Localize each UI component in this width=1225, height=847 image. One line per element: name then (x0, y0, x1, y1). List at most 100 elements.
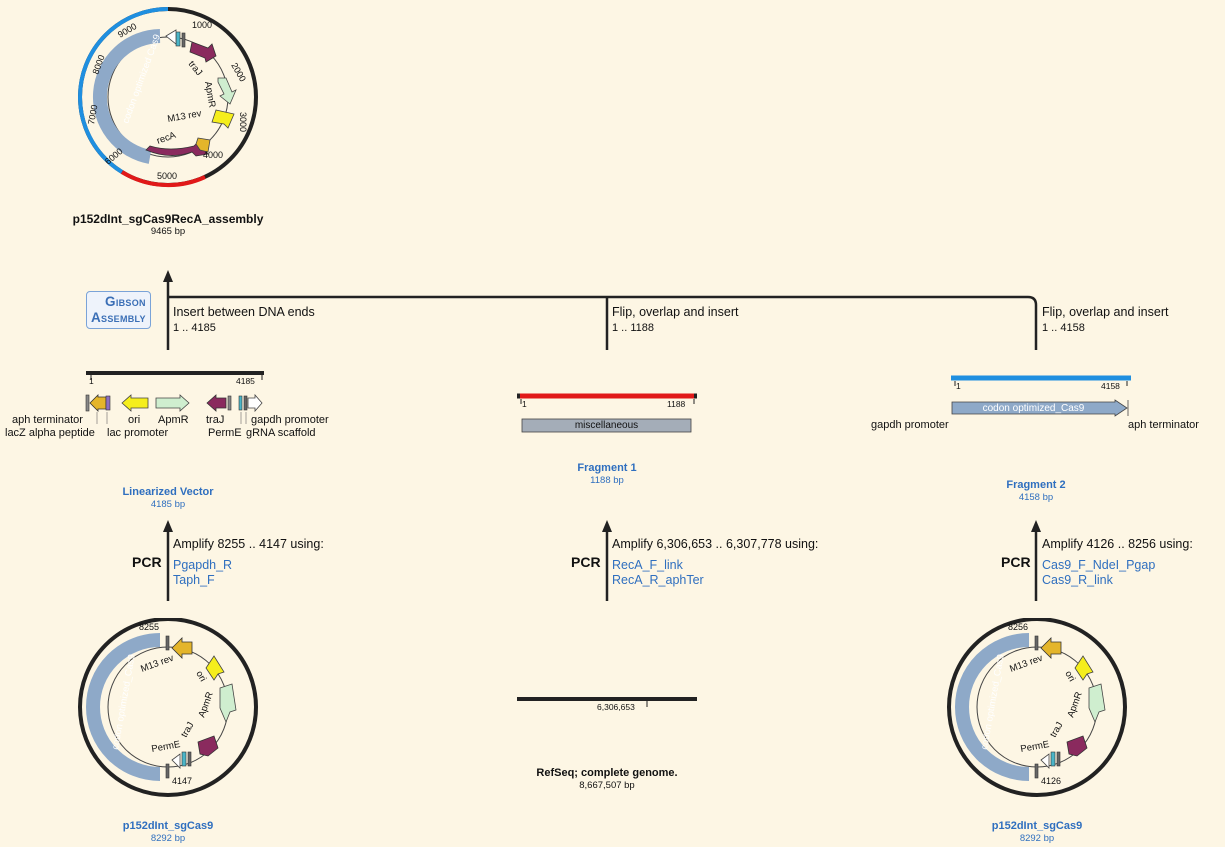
pcr-left-title: Amplify 8255 .. 4147 using: (173, 537, 324, 551)
fragment2-left-label: gapdh promoter (871, 419, 949, 431)
left-mark-top: 8255 (139, 622, 160, 632)
fragment2-name: Fragment 2 (1006, 479, 1066, 491)
right-traj-feature (1066, 735, 1088, 757)
primer-taph-f[interactable]: Taph_F (173, 573, 215, 587)
primer-cas9-f-ndei-pgap[interactable]: Cas9_F_NdeI_Pgap (1042, 558, 1156, 572)
fragment2-feature-label: codon optimized_Cas9 (982, 403, 1085, 414)
assembly-plasmid-map: 1000 2000 3000 4000 5000 6000 7000 8000 … (78, 7, 258, 188)
left-traj-feature (197, 735, 219, 757)
svg-text:traJ: traJ (179, 720, 197, 739)
svg-text:4000: 4000 (203, 150, 223, 160)
label-traj: traJ (206, 414, 225, 426)
grna-feature-2 (243, 395, 248, 411)
left-small-feature-2 (187, 751, 192, 767)
flip1-step-range: 1 .. 1188 (612, 322, 654, 334)
primer-reca-r-aphter[interactable]: RecA_R_aphTer (612, 573, 704, 587)
primer-pgapdh-r[interactable]: Pgapdh_R (173, 558, 233, 572)
svg-text:PermE: PermE (1020, 739, 1051, 755)
fragment2-start: 1 (956, 381, 961, 391)
pcr-label-mid: PCR (571, 554, 601, 570)
svg-text:ori: ori (193, 669, 208, 684)
label-grna: gRNA scaffold (246, 427, 316, 439)
primer-reca-f-link[interactable]: RecA_F_link (612, 558, 683, 572)
gapdh-feature (247, 393, 263, 413)
assembly-cas9-feature (92, 29, 161, 164)
linearized-size: 4185 bp (150, 499, 186, 510)
assembly-small-feature-2 (181, 32, 186, 48)
label-lac-promoter: lac promoter (107, 427, 169, 439)
assembly-traj-feature (189, 41, 217, 63)
right-gold-feature (1040, 637, 1062, 659)
aph-terminator-feature (85, 394, 90, 412)
linearized-name: Linearized Vector (122, 486, 214, 498)
flip2-step-title: Flip, overlap and insert (1042, 305, 1169, 319)
perme-feature (227, 395, 232, 411)
fragment2-size: 4158 bp (1018, 492, 1054, 503)
template-mid-size: 8,667,507 bp (579, 780, 635, 791)
right-cas9-feature (955, 633, 1030, 781)
insert-step-range: 1 .. 4185 (173, 322, 216, 334)
label-apmr: ApmR (158, 414, 189, 426)
left-small-feature-1 (181, 751, 187, 767)
pcr-mid-title: Amplify 6,306,653 .. 6,307,778 using: (612, 537, 819, 551)
primer-cas9-r-link[interactable]: Cas9_R_link (1042, 573, 1113, 587)
svg-text:7000: 7000 (86, 104, 99, 125)
label-perme: PermE (208, 427, 242, 439)
fragment2-map (951, 375, 1131, 417)
pcr-label-right: PCR (1001, 554, 1031, 570)
assembly-ori-feature (211, 109, 235, 129)
svg-text:M13 rev: M13 rev (1008, 653, 1044, 675)
right-apmr-feature (1088, 683, 1106, 724)
assembly-small-feature-3 (165, 29, 177, 45)
template-left-plasmid-map: M13 rev ori ApmR traJ PermE codon optimi… (78, 618, 258, 797)
svg-text:M13 rev: M13 rev (139, 653, 175, 675)
lacz-feature (89, 394, 107, 412)
linear-end: 4185 (236, 376, 255, 386)
pcr-label-left: PCR (132, 554, 162, 570)
gibson-assembly-badge: Gibson Assembly (86, 291, 151, 329)
gibson-badge-line2: Assembly (91, 310, 146, 325)
template-right-size: 8292 bp (1019, 833, 1055, 844)
svg-text:traJ: traJ (1048, 720, 1066, 739)
svg-text:ApmR: ApmR (196, 690, 215, 719)
svg-text:ori: ori (1062, 669, 1077, 684)
assembly-gold-feature (195, 137, 211, 153)
ori-feature (121, 394, 149, 412)
traj-feature (206, 394, 227, 412)
fragment1-feature (521, 418, 692, 433)
label-aph-terminator: aph terminator (12, 414, 83, 426)
right-small-feature-2 (1056, 751, 1061, 767)
assembly-name: p152dInt_sgCas9RecA_assembly (72, 212, 264, 226)
assembly-apmr-feature (217, 77, 237, 105)
template-left-size: 8292 bp (150, 833, 186, 844)
assembly-size: 9465 bp (150, 226, 186, 237)
svg-text:ApmR: ApmR (202, 81, 217, 109)
right-mark-top: 8256 (1008, 622, 1029, 632)
left-small-feature-3 (171, 753, 181, 769)
grna-feature (238, 395, 243, 411)
apmr-feature (155, 394, 190, 412)
svg-text:5000: 5000 (157, 171, 177, 181)
lacz-small-feature (105, 395, 111, 411)
linear-start: 1 (89, 376, 94, 386)
svg-text:1000: 1000 (192, 20, 212, 30)
right-ori-feature (1074, 655, 1094, 681)
template-left-name: p152dInt_sgCas9 (122, 820, 214, 832)
assembly-cas9-arc (78, 7, 169, 174)
fragment1-end: 1188 (667, 399, 686, 409)
fragment1-size: 1188 bp (590, 475, 624, 486)
template-right-plasmid-map: M13 rev ori ApmR traJ PermE codon optimi… (947, 618, 1127, 797)
fragment2-feature (951, 399, 1128, 417)
gibson-badge-line1: Gibson (105, 294, 146, 309)
label-ori: ori (128, 414, 141, 426)
right-small-feature-3 (1040, 753, 1050, 769)
template-mid-name: RefSeq; complete genome. (536, 767, 678, 779)
label-gapdh: gapdh promoter (251, 414, 329, 426)
left-cas9-feature (86, 633, 161, 781)
insert-step-title: Insert between DNA ends (173, 305, 315, 319)
flip2-step-range: 1 .. 4158 (1042, 322, 1085, 334)
linearized-vector-map (85, 371, 264, 424)
left-apmr-feature (219, 683, 237, 724)
fragment1-feature-label: miscellaneous (574, 420, 639, 431)
